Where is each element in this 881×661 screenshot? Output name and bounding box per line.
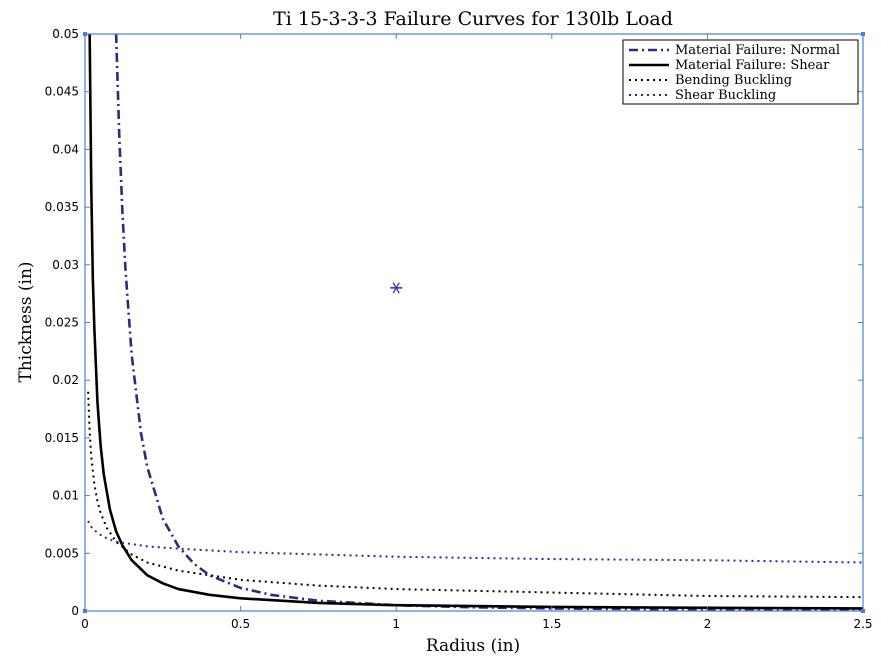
legend-label: Shear Buckling [675,88,776,103]
series-line-4 [87,520,864,564]
chart-title: Ti 15-3-3-3 Failure Curves for 130lb Loa… [273,8,673,30]
series-group [87,33,864,612]
x-tick-label: 1.5 [542,617,561,631]
plot-area [85,34,863,611]
series-line-3 [87,391,864,599]
y-tick-label: 0.045 [45,85,79,99]
legend-label: Bending Buckling [675,73,792,88]
y-tick-label: 0.015 [45,431,79,445]
annotation-group [390,282,403,294]
ticks: 0 0.5 1 1.5 2 2.5 0 0.005 0.01 0.015 0.02 0.025 0.03… [45,27,873,631]
y-tick-label: 0.04 [52,142,79,156]
y-tick-label: 0.02 [52,373,79,387]
x-axis-label: Radius (in) [426,636,520,656]
y-tick-label: 0.03 [52,258,79,272]
x-tick-label: 0.5 [231,617,250,631]
plot-background [85,34,863,611]
y-tick-label: 0 [71,604,79,618]
y-tick-label: 0.025 [45,316,79,330]
x-tick-label: 1 [392,617,400,631]
x-tick-label: 0 [81,617,89,631]
y-tick-label: 0.005 [45,546,79,560]
y-tick-label: 0.035 [45,200,79,214]
asterisk-marker [390,282,403,294]
legend-label: Material Failure: Normal [675,43,840,58]
x-tick-label: 2.5 [853,617,872,631]
series-line-2 [88,33,864,610]
y-tick-label: 0.05 [52,27,79,41]
y-tick-label: 0.01 [52,489,79,503]
y-axis-label: Thickness (in) [16,261,36,382]
x-tick-label: 2 [704,617,712,631]
legend-label: Material Failure: Shear [675,58,830,73]
